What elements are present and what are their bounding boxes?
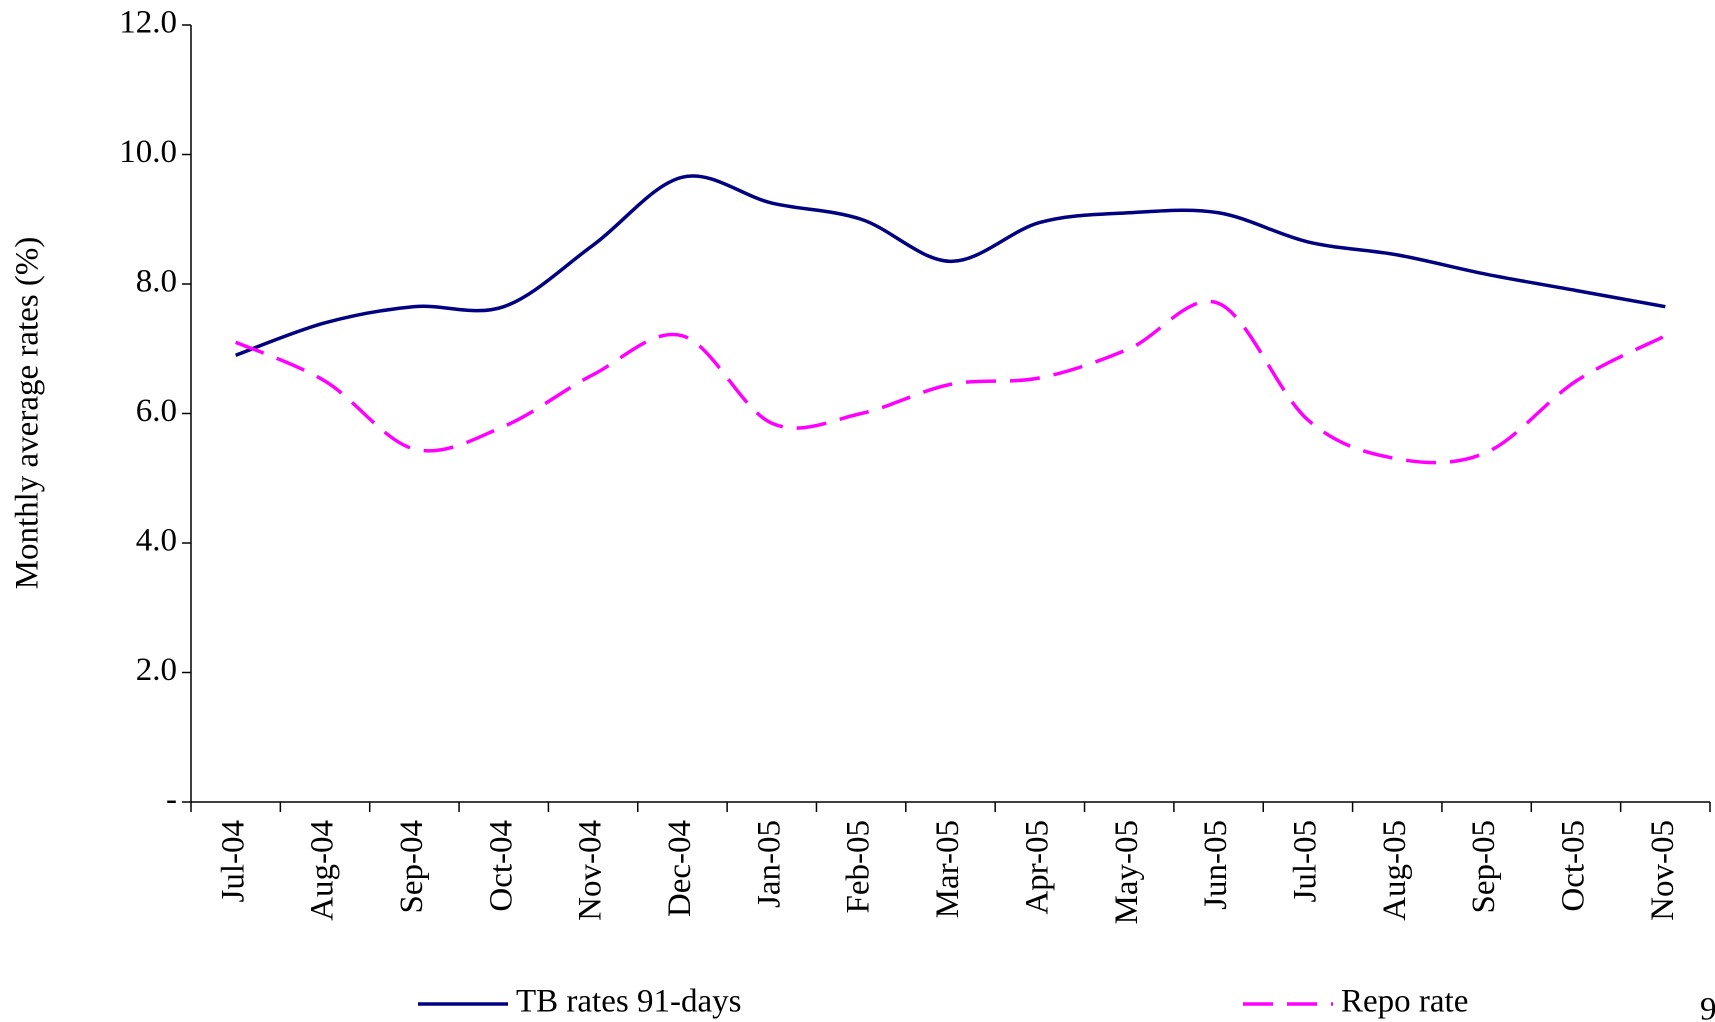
x-tick-label: Dec-04 (662, 820, 698, 917)
y-tick-label: 8.0 (136, 264, 177, 300)
x-tick-label: Oct-05 (1556, 820, 1592, 912)
y-tick-label: 6.0 (136, 393, 177, 429)
x-tick-label: Jun-05 (1198, 820, 1234, 910)
y-tick-label: 10.0 (119, 134, 177, 170)
y-tick-label: - (166, 782, 177, 818)
x-tick-label: Sep-04 (394, 820, 430, 914)
y-tick-label: 2.0 (136, 652, 177, 688)
x-tick-label: Apr-05 (1019, 820, 1055, 915)
x-tick-label: Feb-05 (841, 820, 877, 914)
y-axis-label: Monthly average rates (%) (10, 237, 46, 590)
x-tick-label: Mar-05 (930, 820, 966, 918)
line-series (234, 299, 1667, 465)
x-tick-label: May-05 (1109, 820, 1145, 924)
line-series (235, 174, 1666, 357)
legend-label: TB rates 91-days (516, 984, 741, 1020)
x-tick-label: Oct-04 (483, 820, 519, 912)
x-tick-label: Jan-05 (751, 820, 787, 908)
x-tick-label: Sep-05 (1466, 820, 1502, 914)
x-tick-label: Jul-05 (1287, 820, 1323, 903)
x-tick-label: Aug-05 (1377, 820, 1413, 921)
x-tick-label: Jul-04 (215, 820, 251, 903)
page-number: 9 (1700, 992, 1715, 1022)
legend-label: Repo rate (1341, 984, 1468, 1020)
x-tick-label: Aug-04 (305, 820, 341, 921)
y-tick-label: 12.0 (119, 5, 177, 41)
x-tick-label: Nov-05 (1645, 820, 1681, 921)
x-tick-label: Nov-04 (573, 820, 609, 921)
y-tick-label: 4.0 (136, 523, 177, 559)
